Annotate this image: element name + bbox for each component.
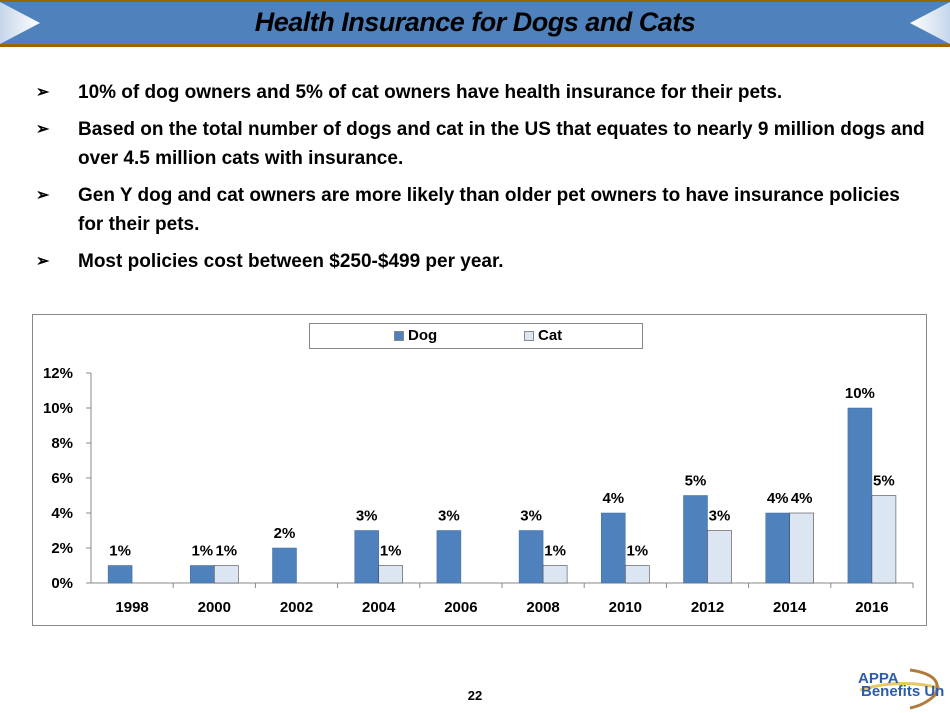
bar-cat [624, 565, 650, 584]
arrow-bullet-icon: ➢ [36, 84, 50, 101]
legend-item-dog: Dog [394, 327, 437, 344]
appa-logo: APPA Benefits Unleashed [858, 668, 945, 710]
data-label-dog: 4% [602, 490, 624, 507]
bar-dog [518, 530, 544, 584]
legend-swatch-dog [394, 330, 404, 341]
data-label-dog: 5% [685, 473, 707, 490]
x-tick-label: 2012 [691, 599, 724, 616]
y-tick-label: 6% [51, 470, 73, 487]
y-tick-label: 2% [51, 540, 73, 557]
bullet-item: ➢ Based on the total number of dogs and c… [36, 115, 926, 173]
data-label-dog: 4% [767, 490, 789, 507]
page-number: 22 [467, 688, 483, 703]
legend-item-cat: Cat [524, 327, 562, 344]
chart-legend: Dog Cat [309, 323, 643, 349]
x-tick-label: 2016 [855, 599, 888, 616]
y-tick-label: 8% [51, 435, 73, 452]
bar-dog [601, 512, 626, 584]
bullet-item: ➢ Gen Y dog and cat owners are more likel… [36, 181, 926, 239]
data-label-cat: 5% [873, 473, 895, 490]
bullet-item: ➢ Most policies cost between $250-$499 pe… [36, 247, 926, 276]
bar-dog [190, 565, 215, 584]
arrow-bullet-icon: ➢ [36, 253, 50, 270]
bar-dog [107, 565, 133, 584]
x-tick-label: 2002 [280, 599, 313, 616]
data-label-dog: 1% [191, 543, 213, 560]
bar-cat [378, 565, 404, 584]
x-tick-label: 2004 [362, 599, 396, 616]
data-label-cat: 1% [544, 543, 566, 560]
y-tick-label: 10% [43, 400, 73, 417]
bar-cat [707, 530, 732, 584]
x-tick-label: 2014 [773, 599, 807, 616]
data-label-cat: 1% [215, 543, 237, 560]
x-tick-label: 1998 [115, 599, 148, 616]
x-tick-label: 2006 [444, 599, 477, 616]
title-banner: Health Insurance for Dogs and Cats [0, 0, 950, 47]
bar-dog [354, 530, 379, 584]
bar-dog [765, 512, 790, 584]
data-label-cat: 1% [380, 543, 402, 560]
banner-left-notch [0, 2, 40, 44]
data-label-cat: 4% [791, 490, 813, 507]
data-label-cat: 3% [709, 508, 731, 525]
arrow-bullet-icon: ➢ [36, 187, 50, 204]
data-label-dog: 3% [438, 508, 460, 525]
x-tick-label: 2000 [198, 599, 231, 616]
bar-dog [272, 547, 297, 584]
y-tick-label: 0% [51, 575, 73, 592]
data-label-dog: 3% [356, 508, 378, 525]
bullet-list: ➢ 10% of dog owners and 5% of cat owners … [36, 78, 926, 284]
bar-cat [214, 565, 239, 584]
bar-dog [847, 407, 873, 584]
banner-right-notch [910, 2, 950, 44]
x-tick-label: 2010 [609, 599, 642, 616]
legend-swatch-cat [524, 330, 534, 341]
bullet-item: ➢ 10% of dog owners and 5% of cat owners … [36, 78, 926, 107]
data-label-dog: 10% [845, 385, 875, 402]
bar-dog [683, 495, 708, 584]
arrow-bullet-icon: ➢ [36, 121, 50, 138]
page-title: Health Insurance for Dogs and Cats [254, 7, 696, 37]
y-tick-label: 4% [51, 505, 73, 522]
data-label-dog: 3% [520, 508, 542, 525]
y-tick-label: 12% [43, 365, 73, 382]
svg-text:APPA: APPA [858, 670, 899, 687]
bar-cat [871, 495, 897, 584]
x-tick-label: 2008 [526, 599, 559, 616]
bar-chart: Dog Cat 0% 2% 4% 6% 8% 10% 12% 1998 1% 2000 1% 1% 20… [32, 314, 927, 626]
svg-text:Benefits Unleashed: Benefits Unleashed [861, 683, 945, 700]
data-label-dog: 1% [109, 543, 131, 560]
bar-cat [789, 512, 815, 584]
data-label-cat: 1% [626, 543, 648, 560]
bar-dog [436, 530, 462, 584]
data-label-dog: 2% [274, 525, 296, 542]
bar-cat [542, 565, 568, 584]
